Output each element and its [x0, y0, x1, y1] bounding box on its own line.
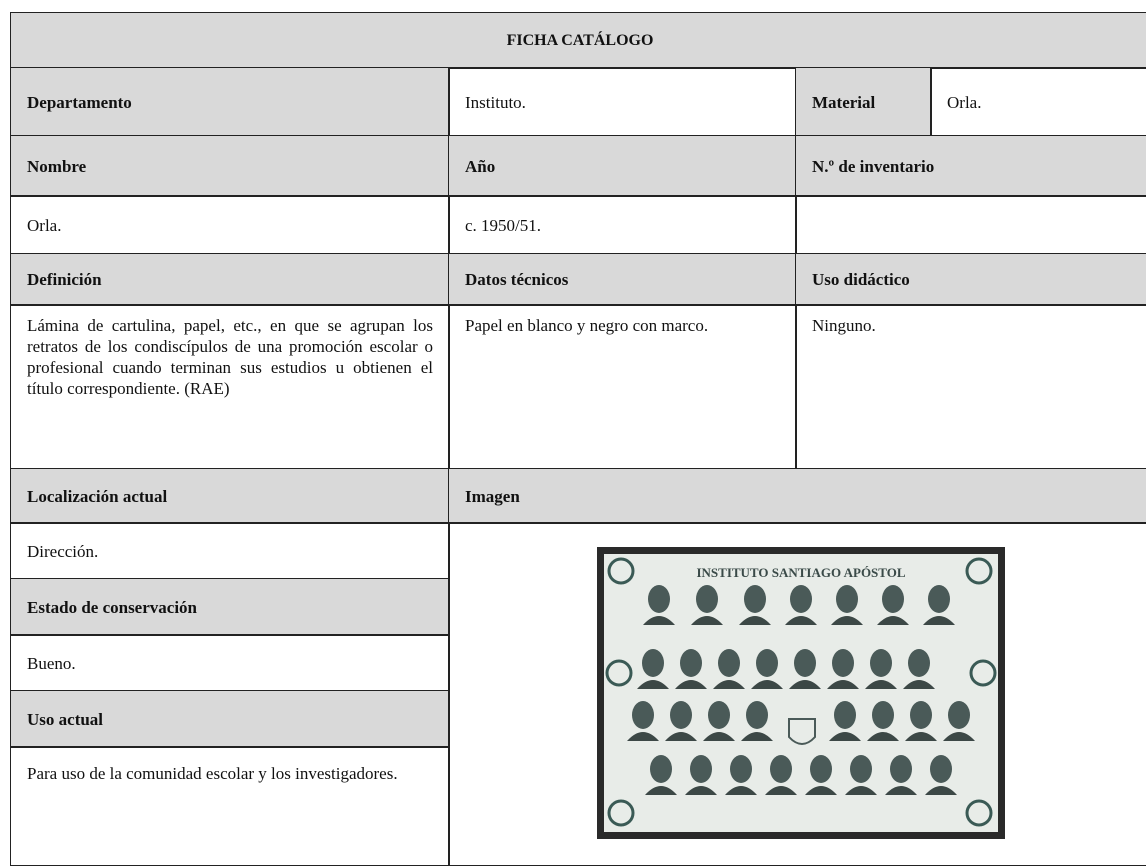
portrait — [867, 732, 899, 741]
portrait — [928, 585, 950, 613]
portrait — [632, 701, 654, 729]
portrait — [910, 701, 932, 729]
portrait — [850, 755, 872, 783]
portrait — [810, 755, 832, 783]
portrait — [870, 649, 892, 677]
field-label: N.º de inventario — [795, 135, 1146, 197]
field-label: Nombre — [10, 135, 450, 197]
portrait — [845, 786, 877, 795]
field-value: Dirección. — [10, 522, 450, 580]
field-label: Uso actual — [10, 690, 450, 748]
portrait — [882, 585, 904, 613]
portrait — [607, 557, 635, 585]
portrait — [903, 680, 935, 689]
portrait — [877, 616, 909, 625]
portrait — [741, 732, 773, 741]
portrait — [831, 616, 863, 625]
portrait — [969, 659, 997, 687]
field-label: Imagen — [448, 468, 1146, 524]
portrait — [713, 680, 745, 689]
portrait — [725, 786, 757, 795]
field-label: Definición — [10, 253, 450, 306]
portrait — [829, 732, 861, 741]
portrait — [642, 649, 664, 677]
portrait — [607, 799, 635, 827]
portrait — [691, 616, 723, 625]
portrait — [832, 649, 854, 677]
portrait — [643, 616, 675, 625]
empty-cell — [795, 195, 1146, 255]
portrait — [739, 616, 771, 625]
sheet-title: FICHA CATÁLOGO — [10, 12, 1146, 69]
portrait — [670, 701, 692, 729]
field-label: Material — [795, 67, 932, 137]
portrait — [648, 585, 670, 613]
portrait — [645, 786, 677, 795]
portrait — [865, 680, 897, 689]
portrait — [744, 585, 766, 613]
field-value: Instituto. — [448, 67, 797, 137]
portrait — [872, 701, 894, 729]
portrait — [943, 732, 975, 741]
image-cell: INSTITUTO SANTIAGO APÓSTOL — [448, 522, 1146, 866]
portrait — [627, 732, 659, 741]
portrait — [650, 755, 672, 783]
field-label: Localización actual — [10, 468, 450, 524]
portrait — [675, 680, 707, 689]
portrait — [827, 680, 859, 689]
portrait — [925, 786, 957, 795]
portrait — [923, 616, 955, 625]
portrait — [788, 718, 816, 745]
field-label: Uso didáctico — [795, 253, 1146, 306]
field-label: Año — [448, 135, 797, 197]
portrait — [885, 786, 917, 795]
portrait — [690, 755, 712, 783]
portrait — [696, 585, 718, 613]
portrait — [948, 701, 970, 729]
field-value: c. 1950/51. — [448, 195, 797, 255]
portrait — [756, 649, 778, 677]
field-value: Bueno. — [10, 634, 450, 692]
portrait — [680, 649, 702, 677]
portrait — [908, 649, 930, 677]
portrait — [965, 557, 993, 585]
portrait — [794, 649, 816, 677]
field-label: Estado de conservación — [10, 578, 450, 636]
portrait — [930, 755, 952, 783]
portrait — [834, 701, 856, 729]
field-label: Departamento — [10, 67, 450, 137]
portrait — [805, 786, 837, 795]
field-value: Papel en blanco y negro con marco. — [448, 304, 797, 470]
portrait — [785, 616, 817, 625]
orla-photo: INSTITUTO SANTIAGO APÓSTOL — [597, 547, 1005, 839]
portrait — [836, 585, 858, 613]
portrait — [637, 680, 669, 689]
portrait — [751, 680, 783, 689]
portrait — [605, 659, 633, 687]
portrait — [765, 786, 797, 795]
portrait — [890, 755, 912, 783]
portrait — [770, 755, 792, 783]
orla-caption: INSTITUTO SANTIAGO APÓSTOL — [696, 565, 905, 580]
portrait — [718, 649, 740, 677]
field-value: Orla. — [930, 67, 1146, 137]
field-value: Ninguno. — [795, 304, 1146, 470]
portrait — [708, 701, 730, 729]
portrait — [790, 585, 812, 613]
portrait — [703, 732, 735, 741]
portrait — [905, 732, 937, 741]
field-value: Para uso de la comunidad escolar y los i… — [10, 746, 450, 866]
portrait — [789, 680, 821, 689]
portrait — [965, 799, 993, 827]
portrait — [685, 786, 717, 795]
portrait — [746, 701, 768, 729]
field-label: Datos técnicos — [448, 253, 797, 306]
portrait — [665, 732, 697, 741]
field-value: Orla. — [10, 195, 450, 255]
field-value: Lámina de cartulina, papel, etc., en que… — [10, 304, 450, 470]
portrait — [730, 755, 752, 783]
